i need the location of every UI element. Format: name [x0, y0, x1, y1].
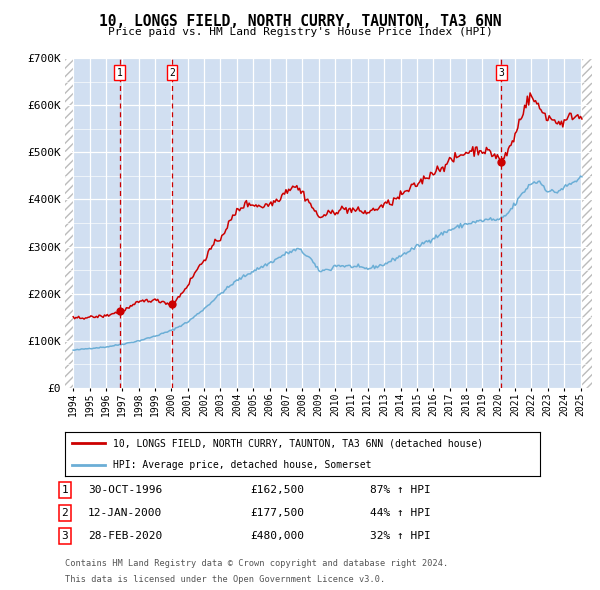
Text: 2: 2 — [62, 508, 68, 518]
Text: 10, LONGS FIELD, NORTH CURRY, TAUNTON, TA3 6NN: 10, LONGS FIELD, NORTH CURRY, TAUNTON, T… — [99, 14, 501, 28]
Text: £162,500: £162,500 — [250, 485, 304, 495]
Text: 28-FEB-2020: 28-FEB-2020 — [88, 531, 162, 541]
Text: 12-JAN-2000: 12-JAN-2000 — [88, 508, 162, 518]
Bar — [582, 58, 592, 388]
Text: 32% ↑ HPI: 32% ↑ HPI — [370, 531, 431, 541]
Text: This data is licensed under the Open Government Licence v3.0.: This data is licensed under the Open Gov… — [65, 575, 385, 585]
Text: £480,000: £480,000 — [250, 531, 304, 541]
Text: 87% ↑ HPI: 87% ↑ HPI — [370, 485, 431, 495]
Text: 10, LONGS FIELD, NORTH CURRY, TAUNTON, TA3 6NN (detached house): 10, LONGS FIELD, NORTH CURRY, TAUNTON, T… — [113, 438, 482, 448]
Bar — [502, 58, 582, 388]
Text: 44% ↑ HPI: 44% ↑ HPI — [370, 508, 431, 518]
Text: £177,500: £177,500 — [250, 508, 304, 518]
Bar — [119, 58, 172, 388]
Text: Contains HM Land Registry data © Crown copyright and database right 2024.: Contains HM Land Registry data © Crown c… — [65, 559, 448, 569]
Text: 30-OCT-1996: 30-OCT-1996 — [88, 485, 162, 495]
Bar — [172, 58, 502, 388]
Text: 1: 1 — [116, 68, 122, 78]
Text: 3: 3 — [62, 531, 68, 541]
Bar — [65, 58, 73, 388]
Text: 3: 3 — [499, 68, 504, 78]
Text: 1: 1 — [62, 485, 68, 495]
Text: 2: 2 — [169, 68, 175, 78]
Text: Price paid vs. HM Land Registry's House Price Index (HPI): Price paid vs. HM Land Registry's House … — [107, 27, 493, 37]
Bar — [73, 58, 119, 388]
Text: HPI: Average price, detached house, Somerset: HPI: Average price, detached house, Some… — [113, 460, 371, 470]
